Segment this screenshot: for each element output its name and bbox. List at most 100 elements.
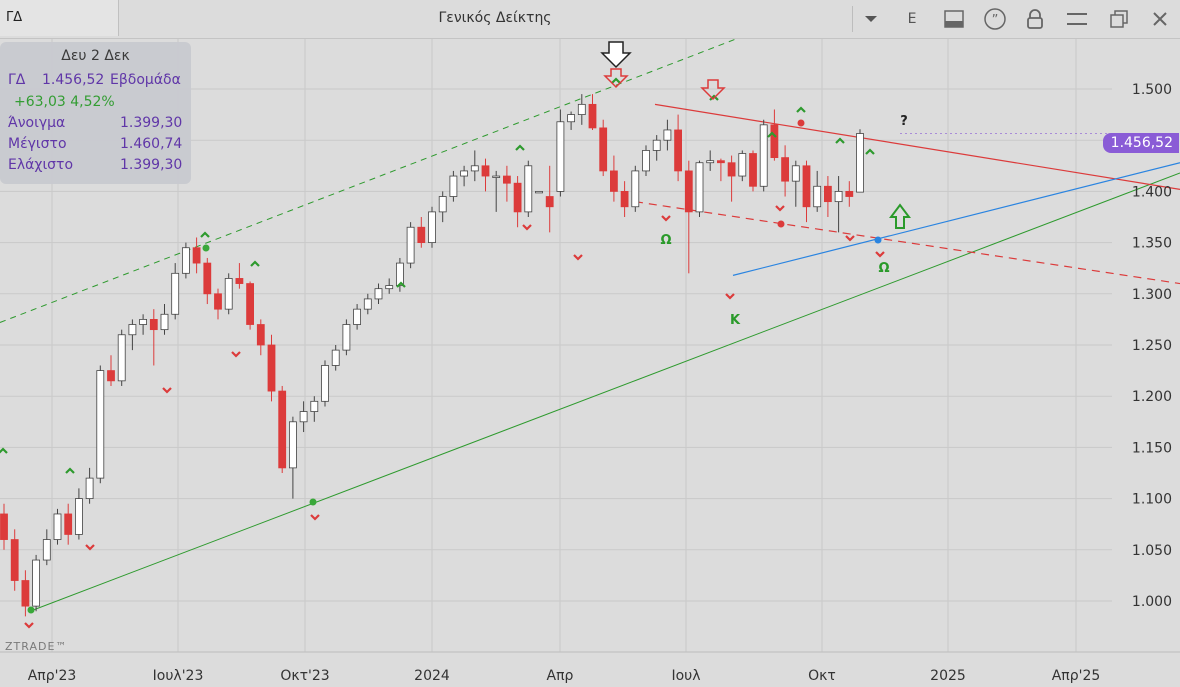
candle (845, 181, 854, 207)
green-point (309, 498, 317, 506)
watermark: ZTRADE™ (5, 640, 68, 653)
candle-body (717, 160, 725, 164)
candle-body (749, 153, 757, 187)
candle (449, 170, 458, 202)
red-chevron-icon (845, 235, 855, 242)
quote-icon[interactable]: ” (980, 4, 1010, 34)
candle (214, 288, 222, 320)
candle (21, 570, 30, 617)
low-value: 1.399,30 (120, 157, 183, 173)
y-tick-label: 1.250 (1132, 338, 1172, 354)
candle (192, 237, 201, 274)
candle (460, 165, 469, 187)
candle-body (663, 129, 672, 141)
candle-body (331, 349, 340, 366)
y-tick-label: 1.200 (1132, 389, 1172, 405)
candle-body (21, 580, 30, 607)
red-chevron-icon (725, 293, 735, 300)
candle (834, 176, 843, 233)
candle (32, 554, 40, 612)
panel-layout-icon[interactable] (939, 4, 969, 34)
candle-body (492, 175, 501, 178)
candle (717, 158, 725, 182)
chart-annotations: Ω Κ Ω? (0, 41, 1107, 629)
candle-body (502, 175, 511, 184)
candle (85, 467, 94, 504)
restore-window-icon[interactable] (1104, 4, 1134, 34)
dropdown-chevron-icon[interactable] (856, 4, 886, 34)
candle (203, 257, 212, 305)
candle-body (599, 127, 608, 172)
red-chevron-icon (661, 215, 671, 222)
lower-channel-line (29, 172, 1180, 612)
candle-body (64, 513, 73, 535)
y-tick-label: 1.150 (1132, 440, 1172, 456)
candle-body (856, 133, 864, 193)
green-chevron-icon (796, 106, 806, 113)
green-chevron-icon (250, 260, 260, 267)
candle (663, 119, 672, 151)
candle (577, 94, 586, 125)
candle-body (139, 318, 148, 325)
candle-body (631, 170, 640, 208)
candle-body (395, 262, 404, 287)
candle (171, 263, 180, 320)
candle-body (117, 334, 126, 382)
candle (10, 529, 19, 591)
candle-body (342, 324, 351, 351)
candle (149, 309, 158, 366)
upper-channel-line (0, 39, 738, 323)
candle-body (727, 162, 736, 177)
candle-body (385, 285, 394, 290)
red-down-arrow-icon (603, 68, 629, 89)
svg-text:”: ” (992, 13, 999, 28)
green-chevron-icon (611, 77, 621, 84)
y-tick-label: 1.400 (1132, 184, 1172, 200)
candle (246, 281, 255, 330)
candle (256, 319, 265, 356)
candle-body (824, 185, 832, 203)
candle (684, 160, 693, 274)
candle (535, 190, 543, 194)
candle (738, 150, 747, 182)
info-panel: Δευ 2 Δεκ ΓΔ 1.456,52 Εβδομάδα +63,03 4,… (0, 42, 191, 184)
candle-body (802, 165, 811, 208)
price-chart[interactable]: ΩΚΩ? 1.5001.4501.4001.3501.3001.2501.200… (0, 39, 1180, 687)
candle (278, 385, 287, 473)
x-tick-label: Απρ'25 (1052, 668, 1101, 684)
high-label: Μέγιστο (8, 136, 67, 152)
candle (481, 158, 490, 192)
candle-body (75, 498, 83, 535)
candle (556, 109, 565, 197)
candle (749, 150, 757, 192)
toolbar-divider (852, 6, 853, 32)
candle-body (85, 477, 94, 499)
green-chevron-icon (65, 467, 75, 474)
candle-body (0, 513, 8, 540)
green-chevron-icon (835, 137, 845, 144)
menu-icon[interactable] (1062, 4, 1092, 34)
x-tick-label: 2025 (930, 668, 966, 684)
green-chevron-icon (865, 148, 875, 155)
candle (42, 529, 51, 566)
edit-button[interactable]: E (907, 11, 917, 27)
red-chevron-icon (24, 622, 34, 629)
candle-body (181, 247, 190, 274)
green-point (202, 244, 210, 252)
candle (299, 401, 308, 433)
close-icon[interactable] (1145, 4, 1175, 34)
lock-icon[interactable] (1020, 4, 1050, 34)
candle-body (107, 370, 115, 382)
symbol-input[interactable]: ΓΔ (0, 0, 119, 36)
candle-body (567, 114, 575, 123)
x-tick-label: 2024 (414, 668, 450, 684)
candle (727, 155, 736, 202)
candle-body (759, 124, 768, 187)
candle (417, 217, 426, 248)
red-chevron-icon (231, 351, 241, 358)
candle (363, 293, 372, 315)
red-chevron-icon (875, 251, 885, 258)
candle-body (845, 190, 854, 197)
x-tick-label: Οκτ'23 (280, 668, 329, 684)
candle (652, 135, 661, 161)
